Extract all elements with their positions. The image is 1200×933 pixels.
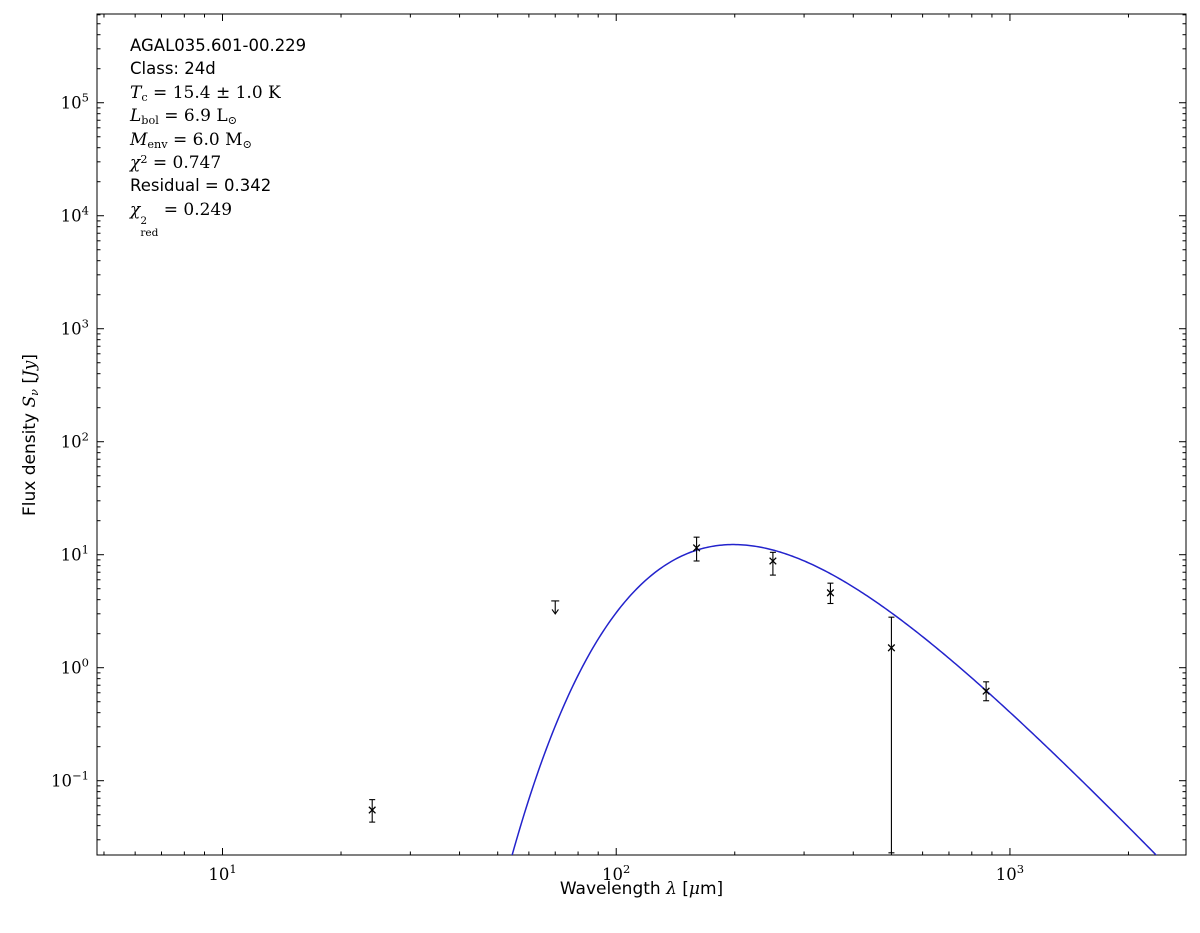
- annotation-line: χ 2 red = 0.249: [130, 199, 233, 239]
- data-points: [368, 536, 990, 854]
- tick-label: 105: [61, 91, 89, 113]
- data-point-24um: [368, 799, 376, 823]
- data-point-350um: [826, 582, 835, 605]
- annotation-line: Residual = 0.342: [130, 176, 272, 196]
- annotation-line: Menv = 6.0 M⊙: [130, 129, 252, 151]
- axis-ticks: [97, 14, 1186, 855]
- data-point-70um: [551, 600, 560, 615]
- tick-labels: 101 102 103 10−1 100 101 102 103 104 105: [51, 91, 1024, 884]
- tick-label: 103: [996, 862, 1024, 884]
- data-point-870um: [982, 681, 990, 702]
- data-point-250um: [769, 551, 777, 576]
- annotation-line: χ2 = 0.747: [130, 152, 222, 173]
- tick-label: 101: [61, 543, 89, 565]
- annotation-line: Lbol = 6.9 L⊙: [130, 106, 238, 127]
- tick-label: 102: [602, 862, 630, 884]
- y-axis-label: Flux density Sν [Jy]: [20, 353, 41, 516]
- tick-label: 104: [61, 204, 89, 226]
- x-axis-label: Wavelength λ [μm]: [559, 879, 724, 899]
- fit-parameters-annotation: AGAL035.601-00.229 Class: 24d Tc = 15.4 ± …: [130, 36, 307, 239]
- annotation-line: AGAL035.601-00.229: [130, 36, 307, 55]
- annotation-line: Tc = 15.4 ± 1.0 K: [130, 82, 281, 104]
- data-point-160um: [692, 536, 701, 562]
- tick-label: 100: [61, 656, 89, 678]
- tick-label: 10−1: [51, 769, 89, 791]
- tick-label: 102: [61, 430, 89, 452]
- tick-label: 103: [61, 317, 89, 339]
- tick-label: 101: [208, 862, 236, 884]
- plot-frame: [96, 13, 1187, 856]
- model-curve: [511, 543, 1158, 855]
- upper-limit-arrow-icon: [551, 609, 559, 615]
- data-point-500um: [887, 616, 896, 854]
- annotation-line: Class: 24d: [130, 59, 216, 79]
